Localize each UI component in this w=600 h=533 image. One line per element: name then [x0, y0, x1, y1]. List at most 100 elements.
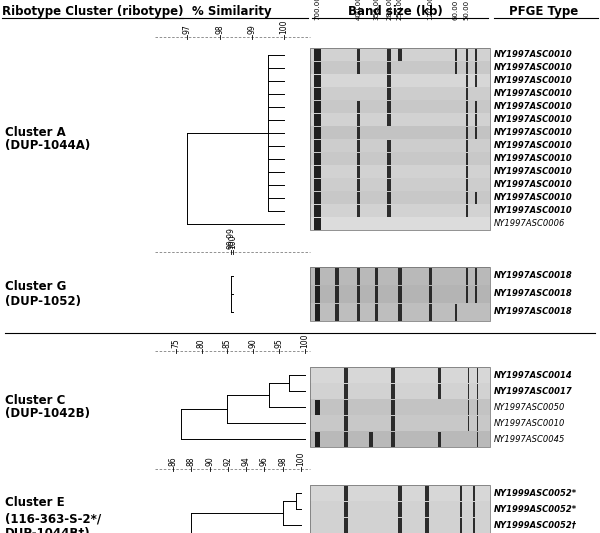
- Bar: [314, 166, 321, 178]
- Bar: [357, 126, 361, 139]
- Text: 350.00: 350.00: [374, 0, 380, 20]
- Text: NY1997ASC0018: NY1997ASC0018: [494, 308, 573, 317]
- Text: 100: 100: [228, 235, 237, 249]
- Bar: [388, 140, 391, 152]
- Text: NY1997ASC0010: NY1997ASC0010: [494, 50, 573, 59]
- Bar: [370, 432, 373, 447]
- Bar: [310, 48, 490, 230]
- Bar: [466, 205, 467, 217]
- Bar: [466, 114, 467, 126]
- Text: NY1999ASC0052*: NY1999ASC0052*: [494, 489, 577, 497]
- Bar: [425, 502, 429, 517]
- Text: NY1997ASC0010: NY1997ASC0010: [494, 76, 573, 85]
- Text: NY1999ASC0052*: NY1999ASC0052*: [494, 505, 577, 513]
- Bar: [476, 432, 478, 447]
- Text: NY1997ASC0010: NY1997ASC0010: [494, 180, 573, 189]
- Bar: [466, 152, 467, 165]
- Text: 250.00: 250.00: [397, 0, 403, 20]
- Bar: [388, 87, 391, 100]
- Bar: [475, 75, 476, 87]
- Bar: [388, 49, 391, 61]
- Text: NY1997ASC0017: NY1997ASC0017: [494, 386, 573, 395]
- Bar: [314, 87, 321, 100]
- Text: 99: 99: [247, 24, 256, 34]
- Text: Ribotype Cluster (ribotype): Ribotype Cluster (ribotype): [2, 5, 184, 18]
- Text: 400.00: 400.00: [356, 0, 362, 20]
- Text: NY1997ASC0010: NY1997ASC0010: [494, 167, 573, 176]
- Bar: [310, 204, 490, 217]
- Bar: [310, 113, 490, 126]
- Bar: [375, 286, 379, 303]
- Bar: [475, 114, 476, 126]
- Bar: [388, 114, 391, 126]
- Bar: [466, 75, 467, 87]
- Text: 94: 94: [242, 456, 251, 466]
- Bar: [388, 179, 391, 191]
- Text: 75: 75: [171, 338, 180, 348]
- Bar: [310, 165, 490, 178]
- Bar: [438, 384, 441, 399]
- Bar: [466, 140, 467, 152]
- Bar: [475, 126, 476, 139]
- Bar: [310, 74, 490, 87]
- Bar: [429, 268, 432, 285]
- Text: (DUP-1044A): (DUP-1044A): [5, 140, 90, 152]
- Text: PFGE Type: PFGE Type: [509, 5, 578, 18]
- Bar: [357, 191, 361, 204]
- Bar: [310, 415, 490, 431]
- Bar: [310, 191, 490, 204]
- Text: 100: 100: [296, 451, 305, 466]
- Bar: [388, 75, 391, 87]
- Text: NY1997ASC0010: NY1997ASC0010: [494, 115, 573, 124]
- Bar: [310, 152, 490, 165]
- Text: NY1997ASC0010: NY1997ASC0010: [494, 418, 565, 427]
- Bar: [344, 416, 348, 431]
- Bar: [460, 502, 462, 517]
- Bar: [466, 179, 467, 191]
- Bar: [314, 126, 321, 139]
- Bar: [473, 518, 475, 533]
- Bar: [467, 416, 469, 431]
- Bar: [466, 191, 467, 204]
- Bar: [475, 101, 476, 113]
- Bar: [429, 286, 432, 303]
- Bar: [314, 101, 321, 113]
- Bar: [391, 400, 395, 415]
- Text: (DUP-1042B): (DUP-1042B): [5, 408, 90, 421]
- Text: 60.00: 60.00: [453, 0, 459, 20]
- Bar: [357, 268, 361, 285]
- Bar: [310, 100, 490, 113]
- Bar: [466, 126, 467, 139]
- Bar: [344, 502, 348, 517]
- Bar: [388, 205, 391, 217]
- Text: 80: 80: [197, 338, 206, 348]
- Bar: [310, 485, 490, 533]
- Bar: [467, 384, 469, 399]
- Text: 98: 98: [215, 25, 224, 34]
- Bar: [310, 48, 490, 61]
- Bar: [429, 303, 432, 321]
- Bar: [310, 126, 490, 139]
- Bar: [391, 416, 395, 431]
- Text: (116-363-S-2*/: (116-363-S-2*/: [5, 513, 101, 526]
- Bar: [466, 101, 467, 113]
- Bar: [310, 87, 490, 100]
- Bar: [357, 179, 361, 191]
- Bar: [375, 303, 379, 321]
- Bar: [357, 61, 361, 74]
- Bar: [388, 101, 391, 113]
- Bar: [335, 303, 339, 321]
- Bar: [310, 285, 490, 303]
- Bar: [391, 432, 395, 447]
- Text: 120.00: 120.00: [428, 0, 434, 20]
- Bar: [460, 518, 462, 533]
- Text: NY1997ASC0050: NY1997ASC0050: [494, 402, 565, 411]
- Bar: [314, 268, 320, 285]
- Bar: [388, 61, 391, 74]
- Bar: [310, 61, 490, 74]
- Bar: [314, 432, 320, 447]
- Bar: [466, 49, 467, 61]
- Bar: [455, 49, 457, 61]
- Bar: [460, 486, 462, 501]
- Bar: [476, 416, 478, 431]
